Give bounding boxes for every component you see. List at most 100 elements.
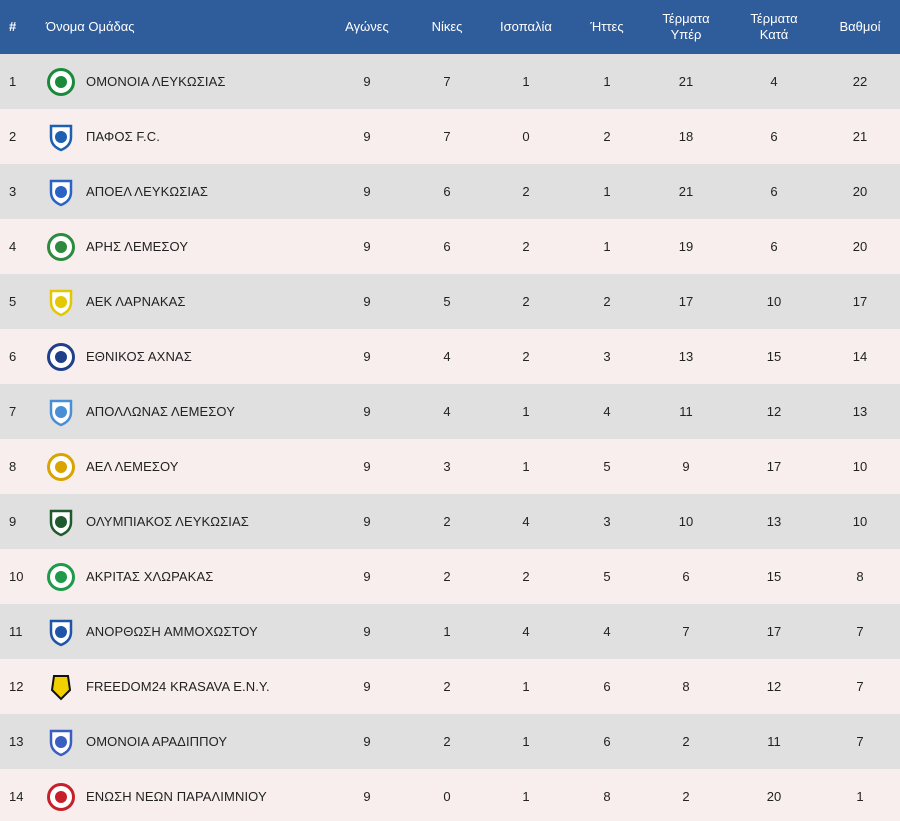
cell-team[interactable]: ΕΝΩΣΗ ΝΕΩΝ ΠΑΡΑΛΙΜΝΙΟΥ bbox=[40, 769, 322, 821]
cell-points: 21 bbox=[852, 129, 868, 144]
table-row[interactable]: 2 ΠΑΦΟΣ F.C. 9 7 0 2 18 6 21 bbox=[0, 109, 900, 164]
cell-draws: 0 bbox=[522, 129, 530, 144]
team-name[interactable]: ΟΜΟΝΟΙΑ ΛΕΥΚΩΣΙΑΣ bbox=[86, 74, 226, 89]
cell-team[interactable]: ΑΕΚ ΛΑΡΝΑΚΑΣ bbox=[40, 274, 322, 329]
cell-wins: 5 bbox=[443, 294, 451, 309]
cell-played: 9 bbox=[363, 459, 371, 474]
cell-goals-against: 20 bbox=[766, 789, 782, 804]
cell-played: 9 bbox=[363, 349, 371, 364]
table-row[interactable]: 9 ΟΛΥΜΠΙΑΚΟΣ ΛΕΥΚΩΣΙΑΣ 9 2 4 3 10 13 10 bbox=[0, 494, 900, 549]
cell-points: 10 bbox=[852, 459, 868, 474]
cell-pos: 6 bbox=[9, 349, 17, 364]
cell-draws: 2 bbox=[522, 349, 530, 364]
cell-pos: 8 bbox=[9, 459, 17, 474]
cell-played: 9 bbox=[363, 734, 371, 749]
cell-wins: 2 bbox=[443, 569, 451, 584]
cell-played: 9 bbox=[363, 74, 371, 89]
cell-points: 20 bbox=[852, 239, 868, 254]
table-row[interactable]: 8 ΑΕΛ ΛΕΜΕΣΟΥ 9 3 1 5 9 17 10 bbox=[0, 439, 900, 494]
cell-played: 9 bbox=[363, 569, 371, 584]
cell-losses: 6 bbox=[603, 734, 611, 749]
cell-team[interactable]: ΑΝΟΡΘΩΣΗ ΑΜΜΟΧΩΣΤΟΥ bbox=[40, 604, 322, 659]
cell-pos: 11 bbox=[9, 624, 23, 639]
cell-team[interactable]: FREEDOM24 KRASAVA E.N.Y. bbox=[40, 659, 322, 714]
cell-draws: 2 bbox=[522, 294, 530, 309]
cell-team[interactable]: ΑΚΡΙΤΑΣ ΧΛΩΡΑΚΑΣ bbox=[40, 549, 322, 604]
team-name[interactable]: ΕΘΝΙΚΟΣ ΑΧΝΑΣ bbox=[86, 349, 192, 364]
cell-goals-for: 17 bbox=[678, 294, 694, 309]
team-name[interactable]: ΑΝΟΡΘΩΣΗ ΑΜΜΟΧΩΣΤΟΥ bbox=[86, 624, 258, 639]
table-row[interactable]: 6 ΕΘΝΙΚΟΣ ΑΧΝΑΣ 9 4 2 3 13 15 14 bbox=[0, 329, 900, 384]
team-name[interactable]: ΑΕΚ ΛΑΡΝΑΚΑΣ bbox=[86, 294, 186, 309]
cell-pos: 12 bbox=[9, 679, 24, 694]
cell-pos: 2 bbox=[9, 129, 17, 144]
team-name[interactable]: ΟΜΟΝΟΙΑ ΑΡΑΔΙΠΠΟΥ bbox=[86, 734, 228, 749]
cell-goals-for: 21 bbox=[678, 184, 694, 199]
table-row[interactable]: 7 ΑΠΟΛΛΩΝΑΣ ΛΕΜΕΣΟΥ 9 4 1 4 11 12 13 bbox=[0, 384, 900, 439]
krasava-crest-icon bbox=[46, 672, 76, 702]
cell-team[interactable]: ΟΛΥΜΠΙΑΚΟΣ ΛΕΥΚΩΣΙΑΣ bbox=[40, 494, 322, 549]
table-row[interactable]: 11 ΑΝΟΡΘΩΣΗ ΑΜΜΟΧΩΣΤΟΥ 9 1 4 4 7 17 7 bbox=[0, 604, 900, 659]
cell-team[interactable]: ΑΠΟΕΛ ΛΕΥΚΩΣΙΑΣ bbox=[40, 164, 322, 219]
cell-losses: 1 bbox=[603, 239, 611, 254]
table-row[interactable]: 5 ΑΕΚ ΛΑΡΝΑΚΑΣ 9 5 2 2 17 10 17 bbox=[0, 274, 900, 329]
team-name[interactable]: ΠΑΦΟΣ F.C. bbox=[86, 129, 160, 144]
cell-goals-for: 2 bbox=[682, 789, 690, 804]
team-name[interactable]: ΑΠΟΕΛ ΛΕΥΚΩΣΙΑΣ bbox=[86, 184, 208, 199]
cell-pos: 9 bbox=[9, 514, 17, 529]
apoel-crest-icon bbox=[46, 177, 76, 207]
team-name[interactable]: ΟΛΥΜΠΙΑΚΟΣ ΛΕΥΚΩΣΙΑΣ bbox=[86, 514, 249, 529]
header-row: # Όνομα Ομάδας Αγώνες Νίκες Ισοπαλία Ήττ… bbox=[0, 0, 900, 54]
cell-team[interactable]: ΕΘΝΙΚΟΣ ΑΧΝΑΣ bbox=[40, 329, 322, 384]
cell-goals-against: 12 bbox=[766, 404, 782, 419]
cell-team[interactable]: ΟΜΟΝΟΙΑ ΑΡΑΔΙΠΠΟΥ bbox=[40, 714, 322, 769]
cell-played: 9 bbox=[363, 129, 371, 144]
apollon-crest-icon bbox=[46, 397, 76, 427]
cell-wins: 7 bbox=[443, 129, 451, 144]
header-goals-against: Τέρματα Κατά bbox=[728, 0, 820, 54]
anorthosis-crest-icon bbox=[46, 617, 76, 647]
cell-team[interactable]: ΑΡΗΣ ΛΕΜΕΣΟΥ bbox=[40, 219, 322, 274]
cell-team[interactable]: ΟΜΟΝΟΙΑ ΛΕΥΚΩΣΙΑΣ bbox=[40, 54, 322, 109]
cell-team[interactable]: ΠΑΦΟΣ F.C. bbox=[40, 109, 322, 164]
cell-goals-against: 13 bbox=[766, 514, 782, 529]
cell-draws: 1 bbox=[522, 404, 530, 419]
team-name[interactable]: ΕΝΩΣΗ ΝΕΩΝ ΠΑΡΑΛΙΜΝΙΟΥ bbox=[86, 789, 267, 804]
header-goals-for-line2: Υπέρ bbox=[670, 27, 702, 42]
header-pos: # bbox=[9, 19, 17, 34]
cell-draws: 2 bbox=[522, 569, 530, 584]
cell-goals-for: 18 bbox=[678, 129, 694, 144]
cell-wins: 2 bbox=[443, 514, 451, 529]
cell-goals-for: 9 bbox=[682, 459, 690, 474]
table-row[interactable]: 14 ΕΝΩΣΗ ΝΕΩΝ ΠΑΡΑΛΙΜΝΙΟΥ 9 0 1 8 2 20 1 bbox=[0, 769, 900, 821]
cell-pos: 3 bbox=[9, 184, 17, 199]
table-row[interactable]: 10 ΑΚΡΙΤΑΣ ΧΛΩΡΑΚΑΣ 9 2 2 5 6 15 8 bbox=[0, 549, 900, 604]
table-row[interactable]: 13 ΟΜΟΝΟΙΑ ΑΡΑΔΙΠΠΟΥ 9 2 1 6 2 11 7 bbox=[0, 714, 900, 769]
table-row[interactable]: 12 FREEDOM24 KRASAVA E.N.Y. 9 2 1 6 8 12… bbox=[0, 659, 900, 714]
cell-played: 9 bbox=[363, 184, 371, 199]
team-name[interactable]: ΑΠΟΛΛΩΝΑΣ ΛΕΜΕΣΟΥ bbox=[86, 404, 235, 419]
cell-goals-against: 4 bbox=[770, 74, 778, 89]
cell-wins: 0 bbox=[443, 789, 451, 804]
team-name[interactable]: FREEDOM24 KRASAVA E.N.Y. bbox=[86, 679, 270, 694]
cell-losses: 4 bbox=[603, 404, 611, 419]
cell-team[interactable]: ΑΠΟΛΛΩΝΑΣ ΛΕΜΕΣΟΥ bbox=[40, 384, 322, 439]
team-name[interactable]: ΑΡΗΣ ΛΕΜΕΣΟΥ bbox=[86, 239, 189, 254]
ael-crest-icon bbox=[46, 452, 76, 482]
table-row[interactable]: 3 ΑΠΟΕΛ ΛΕΥΚΩΣΙΑΣ 9 6 2 1 21 6 20 bbox=[0, 164, 900, 219]
cell-points: 8 bbox=[856, 569, 864, 584]
cell-goals-against: 6 bbox=[770, 129, 778, 144]
ethnikos-crest-icon bbox=[46, 342, 76, 372]
table-row[interactable]: 4 ΑΡΗΣ ΛΕΜΕΣΟΥ 9 6 2 1 19 6 20 bbox=[0, 219, 900, 274]
cell-goals-for: 11 bbox=[679, 404, 693, 419]
team-name[interactable]: ΑΚΡΙΤΑΣ ΧΛΩΡΑΚΑΣ bbox=[86, 569, 214, 584]
akritas-crest-icon bbox=[46, 562, 76, 592]
cell-pos: 4 bbox=[9, 239, 17, 254]
team-name[interactable]: ΑΕΛ ΛΕΜΕΣΟΥ bbox=[86, 459, 179, 474]
table-row[interactable]: 1 ΟΜΟΝΟΙΑ ΛΕΥΚΩΣΙΑΣ 9 7 1 1 21 4 22 bbox=[0, 54, 900, 109]
cell-goals-for: 8 bbox=[682, 679, 690, 694]
cell-points: 10 bbox=[852, 514, 868, 529]
cell-team[interactable]: ΑΕΛ ΛΕΜΕΣΟΥ bbox=[40, 439, 322, 494]
cell-losses: 2 bbox=[603, 294, 611, 309]
